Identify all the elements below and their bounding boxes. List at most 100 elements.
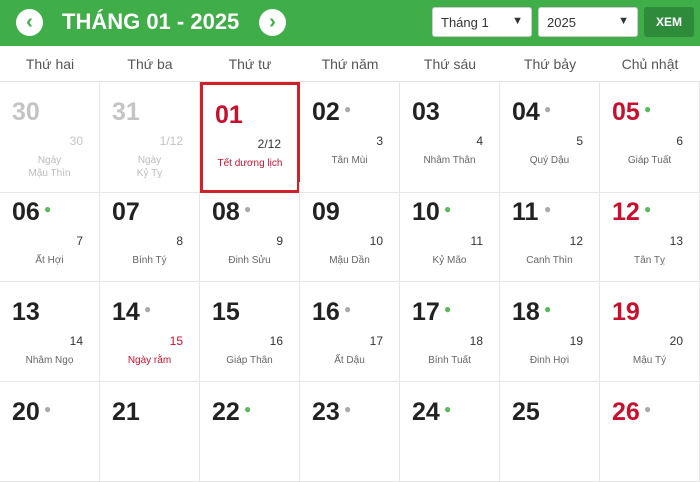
grey-dot-icon: ● [144,302,152,316]
view-button[interactable]: XEM [644,7,694,37]
day-cell[interactable]: 22 ● [200,382,300,482]
solar-day: 15 [212,298,240,326]
day-cell[interactable]: 16 ● 17 Ất Dậu [300,282,400,382]
year-select-value: 2025 [547,15,576,30]
prev-month-button[interactable]: ‹ [16,9,43,36]
grey-dot-icon: ● [244,202,252,216]
weekday-label: Thứ sáu [423,56,477,72]
lunar-day-name: Nhâm Ngọ [25,355,74,366]
weekday-label: Thứ bảy [523,56,577,72]
solar-day: 20 [12,398,40,426]
solar-day: 10 [412,198,440,226]
weekday-label: Thứ năm [321,56,379,72]
day-cell[interactable]: 15 16 Giáp Thân [200,282,300,382]
day-cell[interactable]: 05 ● 6 Giáp Tuất [600,82,700,193]
year-select[interactable]: 2025 ▼ [538,7,638,37]
solar-day: 31 [112,98,140,126]
solar-day: 01 [215,101,243,129]
day-cell[interactable]: 19 20 Mậu Tý [600,282,700,382]
day-cell[interactable]: 01 2/12 Tết dương lịch [200,82,300,193]
lunar-day: 5 [576,134,583,148]
solar-day: 24 [412,398,440,426]
lunar-day-name: Tết dương lịch [217,158,283,169]
solar-day: 14 [112,298,140,326]
day-cell[interactable]: 23 ● [300,382,400,482]
solar-day: 03 [412,98,440,126]
lunar-day: 6 [676,134,683,148]
lunar-day: 7 [76,234,83,248]
weekday-header: Thứ hai Thứ ba Thứ tư Thứ năm Thứ sáu Thứ bảy… [0,46,700,82]
lunar-day-name: Tân Mùi [331,155,368,166]
next-month-button[interactable]: › [259,9,286,36]
day-cell[interactable]: 03 4 Nhâm Thân [400,82,500,193]
grey-dot-icon: ● [544,102,552,116]
day-cell[interactable]: 26 ● [600,382,700,482]
lunar-day-name: Đinh Sửu [228,255,271,266]
grey-dot-icon: ● [344,402,352,416]
day-cell[interactable]: 18 ● 19 Đinh Hợi [500,282,600,382]
day-cell[interactable]: 17 ● 18 Bính Tuất [400,282,500,382]
day-cell[interactable]: 30 30 Ngày Mậu Thìn [0,82,100,193]
lunar-day-name: Bính Tý [132,255,167,266]
lunar-day: 17 [369,334,383,348]
lunar-day: 10 [369,234,383,248]
page-title: THÁNG 01 - 2025 [62,9,240,34]
lunar-day: 1/12 [159,134,183,148]
green-dot-icon: ● [644,202,652,216]
solar-day: 13 [12,298,40,326]
day-cell[interactable]: 06 ● 7 Ất Hợi [0,182,100,282]
lunar-day: 18 [469,334,483,348]
day-cell[interactable]: 31 1/12 Ngày Kỷ Tỵ [100,82,200,193]
month-select[interactable]: Tháng 1 ▼ [432,7,532,37]
green-dot-icon: ● [644,102,652,116]
grey-dot-icon: ● [344,102,352,116]
day-cell[interactable]: 24 ● [400,382,500,482]
lunar-day: 4 [476,134,483,148]
solar-day: 02 [312,98,340,126]
lunar-day-name: Mậu Tý [632,355,667,366]
weekday-label: Chủ nhật [621,56,679,72]
lunar-day-name: Canh Thìn [526,255,573,266]
day-cell[interactable]: 08 ● 9 Đinh Sửu [200,182,300,282]
lunar-day: 14 [69,334,83,348]
lunar-day-name: Ngày rằm [127,355,172,366]
green-dot-icon: ● [244,402,252,416]
lunar-day: 9 [276,234,283,248]
solar-day: 21 [112,398,140,426]
day-cell[interactable]: 12 ● 13 Tân Tỵ [600,182,700,282]
lunar-day-name: Mậu Dần [329,255,370,266]
lunar-day: 8 [176,234,183,248]
solar-day: 25 [512,398,540,426]
chevron-down-icon: ▼ [618,15,629,27]
solar-day: 06 [12,198,40,226]
lunar-day-name: Ất Hợi [35,255,64,266]
weekday-label: Thứ ba [127,56,173,72]
day-cell[interactable]: 09 10 Mậu Dần [300,182,400,282]
month-header: ‹ THÁNG 01 - 2025 › Tháng 1 ▼ 2025 ▼ XEM [0,0,700,46]
grey-dot-icon: ● [544,202,552,216]
day-cell[interactable]: 21 [100,382,200,482]
day-cell[interactable]: 04 ● 5 Quý Dậu [500,82,600,193]
grey-dot-icon: ● [344,302,352,316]
day-cell[interactable]: 13 14 Nhâm Ngọ [0,282,100,382]
day-cell[interactable]: 07 8 Bính Tý [100,182,200,282]
lunar-day: 20 [669,334,683,348]
day-cell[interactable]: 11 ● 12 Canh Thìn [500,182,600,282]
solar-day: 18 [512,298,540,326]
day-cell[interactable]: 02 ● 3 Tân Mùi [300,82,400,193]
lunar-day-name: Ngày Mậu Thìn [28,155,71,179]
lunar-day: 13 [669,234,683,248]
green-dot-icon: ● [444,402,452,416]
lunar-day: 2/12 [257,137,281,151]
day-cell[interactable]: 14 ● 15 Ngày rằm [100,282,200,382]
solar-day: 22 [212,398,240,426]
lunar-day-name: Đinh Hợi [529,355,570,366]
day-cell[interactable]: 25 [500,382,600,482]
grey-dot-icon: ● [44,402,52,416]
day-cell[interactable]: 20 ● [0,382,100,482]
weekday-label: Thứ hai [25,56,75,72]
day-cell[interactable]: 10 ● 11 Kỷ Mão [400,182,500,282]
solar-day: 30 [12,98,40,126]
solar-day: 05 [612,98,640,126]
solar-day: 17 [412,298,440,326]
